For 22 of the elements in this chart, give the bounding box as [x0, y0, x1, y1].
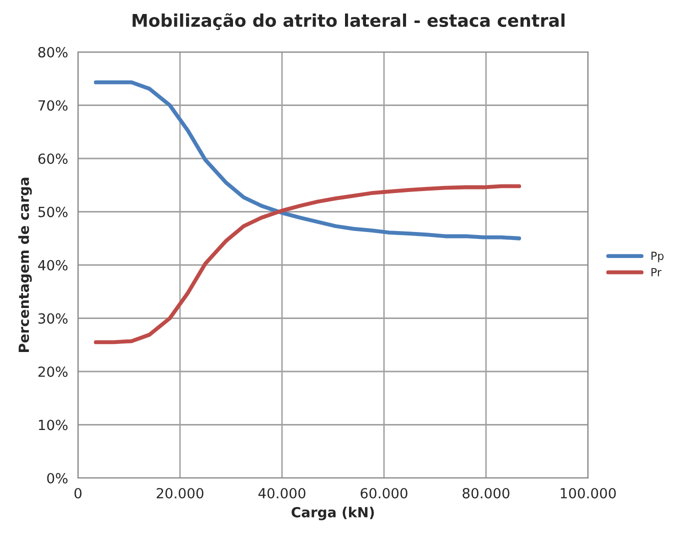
legend-label: Pr	[652, 268, 662, 276]
x-tick-label: 40.000	[258, 488, 306, 498]
line-series	[94, 80, 522, 240]
y-axis-title: Percentagem de carga	[18, 178, 32, 352]
y-tick-label: 60%	[38, 153, 68, 164]
chart-title: Mobilização do atrito lateral - estaca central	[132, 13, 564, 30]
y-tick-label: 80%	[38, 46, 68, 58]
legend-label: Pp	[652, 252, 664, 262]
y-tick-label: 40%	[38, 260, 68, 270]
x-tick-label: 20.000	[156, 488, 204, 498]
x-tick-label: 60.000	[360, 488, 408, 498]
x-tick-label: 80.000	[462, 488, 510, 498]
y-tick-label: 10%	[38, 420, 68, 430]
x-tick-label: 100.000	[560, 488, 616, 498]
y-tick-label: 20%	[38, 366, 68, 377]
x-tick-label: 0	[74, 488, 82, 498]
y-tick-label: 50%	[38, 206, 68, 218]
x-axis-title: Carga (kN)	[292, 506, 374, 520]
y-tick-label: 30%	[38, 313, 68, 324]
y-tick-label: 0%	[47, 472, 68, 484]
line-series	[94, 184, 522, 344]
y-tick-label: 70%	[38, 100, 68, 111]
